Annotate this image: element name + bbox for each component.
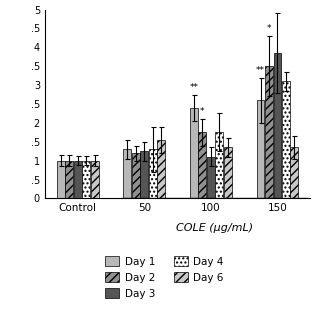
Bar: [57, 161, 65, 198]
Bar: [132, 153, 140, 198]
Bar: [265, 66, 273, 198]
Bar: [198, 132, 206, 198]
Bar: [157, 140, 165, 198]
Text: **: **: [189, 83, 198, 92]
Bar: [91, 161, 99, 198]
Bar: [74, 161, 82, 198]
Text: COLE (μg/mL): COLE (μg/mL): [176, 223, 253, 233]
Bar: [274, 53, 281, 198]
Bar: [282, 81, 290, 198]
Legend: Day 1, Day 2, Day 3, Day 4, Day 6: Day 1, Day 2, Day 3, Day 4, Day 6: [105, 256, 224, 299]
Bar: [140, 151, 148, 198]
Bar: [215, 132, 223, 198]
Text: **: **: [256, 66, 265, 75]
Text: *: *: [267, 24, 271, 33]
Bar: [291, 148, 298, 198]
Bar: [190, 108, 198, 198]
Bar: [257, 100, 264, 198]
Bar: [149, 149, 157, 198]
Bar: [65, 161, 73, 198]
Bar: [82, 161, 90, 198]
Text: *: *: [200, 107, 205, 116]
Bar: [224, 148, 232, 198]
Bar: [207, 157, 215, 198]
Bar: [124, 149, 131, 198]
